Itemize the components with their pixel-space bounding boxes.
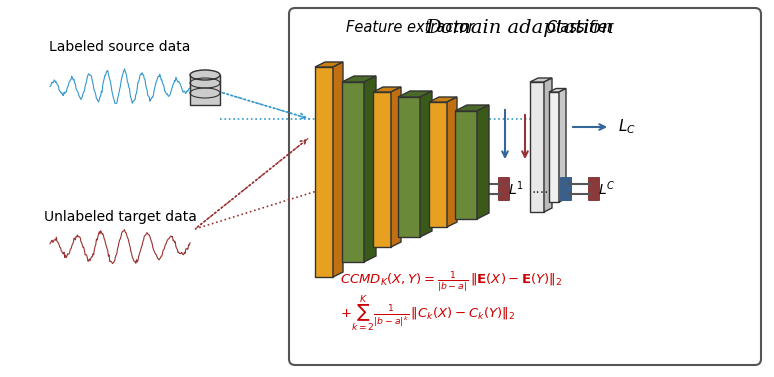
FancyBboxPatch shape	[429, 102, 447, 227]
Polygon shape	[364, 76, 376, 262]
Text: $CCMD_K(X,Y) = \frac{1}{|b-a|}$$\,\|\mathbf{E}(X) - \mathbf{E}(Y)\|_2$: $CCMD_K(X,Y) = \frac{1}{|b-a|}$$\,\|\mat…	[340, 270, 563, 294]
Text: Feature extractor: Feature extractor	[346, 20, 474, 35]
Text: ....: ....	[531, 182, 549, 196]
Text: $+\sum_{k=2}^{K}\frac{1}{|b-a|^k}$$\,\|C_k(X) - C_k(Y)\|_2$: $+\sum_{k=2}^{K}\frac{1}{|b-a|^k}$$\,\|C…	[340, 294, 515, 334]
FancyBboxPatch shape	[530, 82, 544, 212]
Polygon shape	[315, 62, 343, 67]
Polygon shape	[559, 89, 566, 202]
FancyBboxPatch shape	[398, 97, 420, 237]
FancyBboxPatch shape	[315, 67, 333, 277]
FancyBboxPatch shape	[549, 92, 559, 202]
Polygon shape	[342, 76, 376, 82]
FancyBboxPatch shape	[373, 92, 391, 247]
FancyBboxPatch shape	[342, 82, 364, 262]
Polygon shape	[420, 91, 432, 237]
Text: Domain adaptation: Domain adaptation	[426, 19, 615, 37]
Text: $L^1$: $L^1$	[508, 180, 524, 198]
Polygon shape	[455, 105, 489, 111]
Polygon shape	[333, 62, 343, 277]
Polygon shape	[544, 78, 552, 212]
Polygon shape	[391, 87, 401, 247]
FancyBboxPatch shape	[455, 111, 477, 219]
FancyBboxPatch shape	[560, 177, 572, 201]
Ellipse shape	[190, 70, 220, 80]
Polygon shape	[447, 97, 457, 227]
Polygon shape	[373, 87, 401, 92]
Polygon shape	[549, 89, 566, 92]
FancyBboxPatch shape	[588, 177, 600, 201]
Polygon shape	[429, 97, 457, 102]
FancyBboxPatch shape	[289, 8, 761, 365]
Text: $L^C$: $L^C$	[598, 180, 615, 198]
FancyBboxPatch shape	[470, 177, 482, 201]
Text: Classifier: Classifier	[546, 20, 614, 35]
FancyBboxPatch shape	[190, 75, 220, 105]
Text: Unlabeled target data: Unlabeled target data	[43, 210, 197, 224]
Polygon shape	[530, 78, 552, 82]
Polygon shape	[398, 91, 432, 97]
Polygon shape	[477, 105, 489, 219]
FancyBboxPatch shape	[498, 177, 510, 201]
Text: Labeled source data: Labeled source data	[50, 40, 190, 54]
Text: $L_C$: $L_C$	[618, 118, 636, 136]
